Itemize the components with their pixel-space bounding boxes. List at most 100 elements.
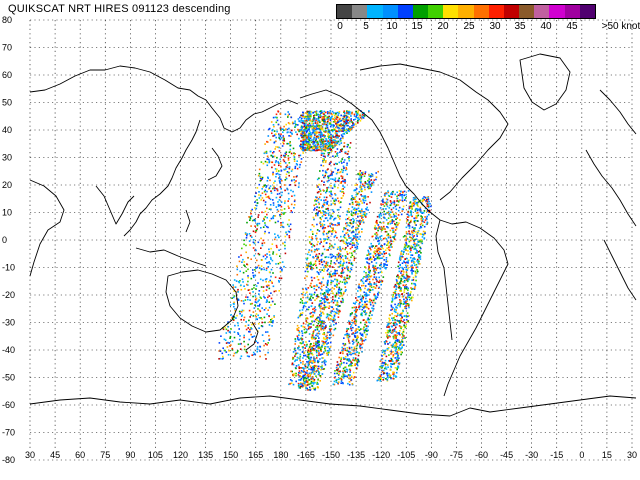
wind-vector-cell — [361, 297, 363, 299]
wind-vector-cell — [336, 135, 339, 137]
wind-vector-cell — [394, 229, 397, 231]
wind-vector-cell — [296, 338, 299, 341]
wind-vector-cell — [380, 228, 383, 230]
wind-vector-cell — [395, 288, 397, 290]
wind-vector-cell — [234, 286, 237, 288]
wind-vector-cell — [273, 316, 275, 318]
wind-vector-cell — [413, 203, 416, 205]
wind-vector-cell — [350, 210, 353, 213]
wind-vector-cell — [394, 283, 397, 286]
wind-vector-cell — [367, 209, 369, 211]
wind-vector-cell — [264, 224, 267, 226]
wind-vector-cell — [321, 344, 323, 347]
wind-vector-cell — [378, 281, 380, 283]
wind-vector-cell — [360, 298, 363, 301]
wind-vector-cell — [321, 340, 323, 343]
wind-vector-cell — [409, 256, 412, 259]
wind-vector-cell — [280, 133, 282, 135]
wind-vector-cell — [334, 167, 337, 170]
wind-vector-cell — [351, 364, 354, 367]
wind-vector-cell — [300, 125, 303, 128]
wind-vector-cell — [354, 315, 357, 318]
wind-vector-cell — [352, 122, 354, 124]
wind-vector-cell — [364, 287, 366, 290]
wind-vector-cell — [299, 314, 302, 316]
wind-vector-cell — [361, 280, 364, 283]
wind-vector-cell — [308, 379, 310, 381]
wind-vector-cell — [413, 288, 416, 290]
wind-vector-cell — [403, 246, 406, 249]
wind-vector-cell — [348, 157, 350, 160]
wind-vector-cell — [273, 130, 276, 132]
wind-vector-cell — [378, 213, 381, 216]
wind-vector-cell — [256, 228, 258, 230]
wind-vector-cell — [326, 313, 329, 316]
wind-vector-cell — [351, 244, 354, 247]
wind-vector-cell — [336, 155, 339, 157]
wind-vector-cell — [320, 139, 323, 142]
wind-vector-cell — [360, 279, 363, 281]
wind-vector-cell — [223, 338, 226, 341]
wind-vector-cell — [314, 200, 316, 202]
wind-vector-cell — [309, 389, 311, 391]
wind-vector-cell — [233, 295, 236, 297]
wind-vector-cell — [381, 271, 383, 274]
wind-vector-cell — [368, 318, 370, 321]
wind-vector-cell — [335, 304, 337, 306]
wind-vector-cell — [415, 224, 417, 226]
wind-vector-cell — [412, 296, 414, 299]
wind-vector-cell — [360, 175, 363, 178]
wind-vector-cell — [316, 271, 319, 273]
wind-vector-cell — [346, 375, 348, 377]
wind-vector-cell — [402, 253, 404, 255]
wind-vector-cell — [398, 320, 400, 322]
wind-vector-cell — [397, 276, 400, 278]
wind-vector-cell — [353, 113, 356, 116]
wind-vector-cell — [345, 243, 347, 245]
wind-vector-cell — [375, 172, 377, 174]
wind-vector-cell — [352, 225, 354, 228]
wind-vector-cell — [263, 344, 265, 347]
wind-vector-cell — [307, 270, 309, 273]
wind-vector-cell — [264, 230, 266, 233]
wind-vector-cell — [316, 319, 319, 322]
wind-vector-cell — [419, 246, 421, 249]
wind-vector-cell — [240, 254, 242, 257]
wind-vector-cell — [329, 265, 331, 267]
wind-vector-cell — [365, 325, 368, 327]
wind-vector-cell — [384, 263, 386, 266]
wind-vector-cell — [327, 279, 329, 282]
wind-vector-cell — [272, 216, 274, 218]
wind-vector-cell — [323, 211, 325, 213]
wind-vector-cell — [415, 275, 417, 278]
wind-vector-cell — [365, 292, 367, 294]
wind-vector-cell — [345, 222, 347, 225]
wind-vector-cell — [389, 374, 392, 377]
wind-vector-cell — [283, 208, 286, 210]
wind-vector-cell — [310, 250, 313, 253]
wind-vector-cell — [387, 217, 390, 219]
wind-vector-cell — [361, 284, 363, 287]
wind-vector-cell — [395, 342, 398, 345]
wind-vector-cell — [257, 308, 259, 310]
wind-vector-cell — [397, 352, 400, 355]
wind-vector-cell — [332, 210, 335, 213]
wind-vector-cell — [344, 278, 346, 281]
wind-vector-cell — [364, 280, 367, 282]
wind-vector-cell — [412, 279, 415, 281]
wind-vector-cell — [375, 284, 378, 287]
wind-vector-cell — [312, 267, 315, 270]
wind-vector-cell — [329, 346, 332, 348]
wind-vector-cell — [308, 127, 311, 130]
wind-vector-cell — [281, 268, 283, 271]
wind-vector-cell — [331, 310, 333, 312]
wind-vector-cell — [328, 247, 331, 249]
wind-vector-cell — [323, 268, 326, 271]
wind-vector-cell — [378, 242, 381, 244]
wind-vector-cell — [302, 363, 304, 365]
wind-vector-cell — [374, 247, 376, 249]
wind-vector-cell — [318, 273, 320, 275]
wind-vector-cell — [354, 318, 357, 321]
wind-vector-cell — [387, 337, 389, 339]
wind-vector-cell — [349, 267, 352, 270]
